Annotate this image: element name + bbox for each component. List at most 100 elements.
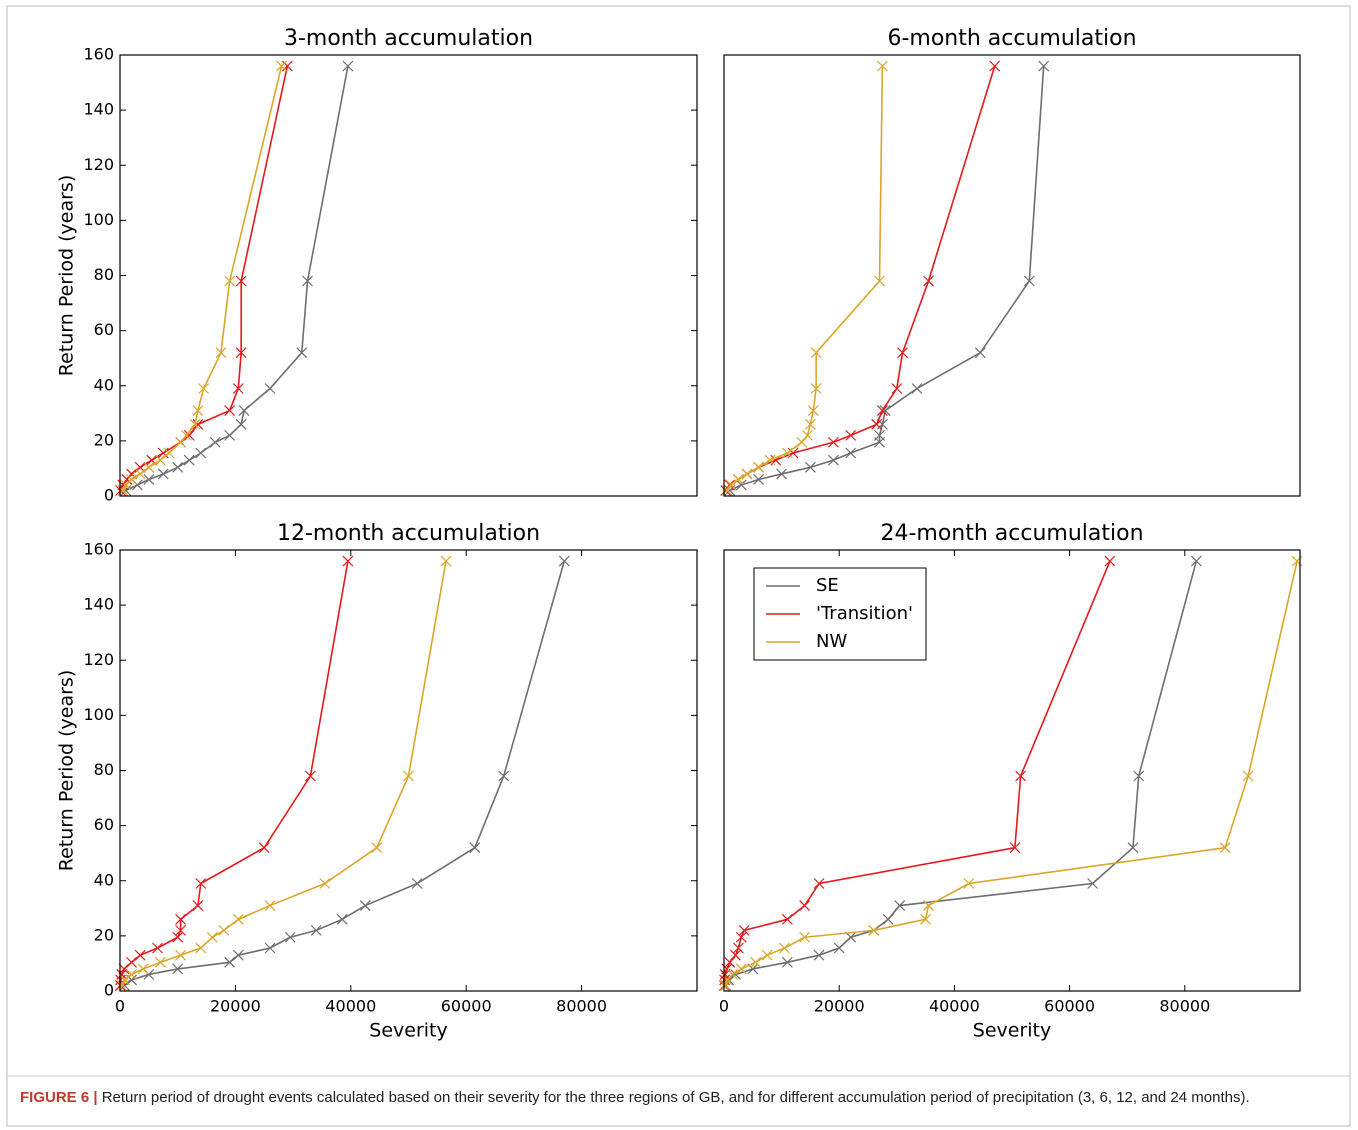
point-marker	[498, 770, 510, 782]
point-marker	[741, 468, 753, 480]
point-marker	[813, 878, 825, 889]
point-marker	[833, 942, 845, 954]
point-marker	[119, 980, 131, 991]
point-marker	[735, 479, 747, 491]
point-marker	[882, 913, 894, 925]
point-marker	[1038, 60, 1050, 72]
y-tick-label: 20	[94, 430, 114, 449]
y-tick-label: 60	[94, 815, 114, 834]
point-marker	[319, 878, 331, 889]
point-marker	[342, 555, 354, 567]
y-tick-label: 20	[94, 925, 114, 944]
point-marker	[776, 468, 788, 480]
point-marker	[724, 956, 736, 968]
x-tick-label: 20000	[814, 997, 865, 1016]
y-tick-label: 120	[83, 650, 114, 669]
y-tick-label: 40	[94, 870, 114, 889]
point-marker	[1023, 275, 1035, 287]
point-marker	[868, 924, 880, 936]
point-marker	[725, 479, 737, 491]
point-marker	[198, 383, 210, 394]
point-marker	[137, 963, 149, 975]
plot-area	[115, 60, 354, 496]
point-marker	[828, 454, 839, 466]
series-line	[125, 65, 349, 492]
point-marker	[787, 447, 799, 459]
point-marker	[1104, 555, 1116, 567]
point-marker	[175, 913, 187, 925]
point-marker	[276, 60, 287, 72]
point-marker	[923, 900, 934, 911]
panel-title: 6-month accumulation	[887, 26, 1136, 51]
point-marker	[209, 436, 221, 448]
point-marker	[371, 842, 383, 854]
y-axis-label: Return Period (years)	[56, 175, 78, 377]
axes-frame	[723, 54, 1301, 497]
x-tick-label: 0	[115, 997, 125, 1016]
point-marker	[116, 980, 128, 991]
axes-frame	[119, 549, 698, 992]
point-marker	[781, 447, 793, 459]
point-marker	[810, 383, 822, 394]
point-marker	[469, 842, 481, 854]
point-marker	[180, 429, 192, 441]
point-marker	[879, 405, 891, 416]
panel-title: 24-month accumulation	[880, 521, 1143, 546]
point-marker	[302, 275, 313, 287]
point-marker	[845, 447, 857, 459]
point-marker	[175, 924, 187, 936]
series-line	[726, 66, 884, 491]
point-marker	[974, 347, 986, 359]
point-marker	[738, 924, 750, 936]
point-marker	[753, 474, 764, 485]
point-marker	[175, 949, 187, 961]
x-tick-label: 60000	[441, 997, 492, 1016]
point-marker	[724, 479, 736, 491]
point-marker	[218, 924, 230, 936]
point-marker	[779, 942, 790, 954]
point-marker	[183, 454, 195, 466]
caption: FIGURE 6 | Return period of drought even…	[20, 1086, 1340, 1109]
point-marker	[195, 878, 207, 889]
point-marker	[558, 555, 570, 567]
point-marker	[1242, 770, 1254, 782]
point-marker	[154, 956, 166, 968]
x-tick-label: 40000	[325, 997, 376, 1016]
point-marker	[192, 900, 204, 911]
y-tick-label: 120	[83, 155, 114, 174]
axes-frame	[119, 54, 698, 497]
point-marker	[143, 461, 155, 473]
y-tick-label: 80	[94, 265, 114, 284]
point-marker	[152, 942, 163, 954]
point-marker	[732, 942, 744, 954]
point-marker	[799, 931, 811, 943]
point-marker	[232, 913, 244, 925]
point-marker	[310, 924, 322, 936]
point-marker	[157, 468, 169, 480]
point-marker	[1133, 770, 1145, 782]
point-marker	[989, 60, 1001, 72]
x-axis-label: Severity	[369, 1020, 447, 1042]
y-tick-label: 100	[83, 705, 114, 724]
y-axis-label: Return Period (years)	[56, 670, 78, 872]
point-marker	[750, 956, 762, 968]
point-marker	[224, 956, 236, 968]
point-marker	[134, 468, 146, 480]
point-marker	[807, 405, 819, 416]
point-marker	[1087, 878, 1099, 889]
point-marker	[154, 454, 166, 466]
caption-text: Return period of drought events calculat…	[101, 1089, 1250, 1106]
point-marker	[804, 418, 816, 430]
y-tick-label: 40	[94, 375, 114, 394]
point-marker	[891, 383, 903, 394]
y-tick-label: 140	[83, 595, 114, 614]
point-marker	[411, 878, 423, 889]
point-marker	[192, 418, 204, 430]
point-marker	[195, 447, 207, 459]
x-tick-label: 80000	[1159, 997, 1210, 1016]
point-marker	[264, 900, 276, 911]
point-marker	[1219, 842, 1231, 854]
series-line	[725, 65, 996, 491]
series-line	[122, 65, 283, 491]
point-marker	[195, 942, 207, 954]
